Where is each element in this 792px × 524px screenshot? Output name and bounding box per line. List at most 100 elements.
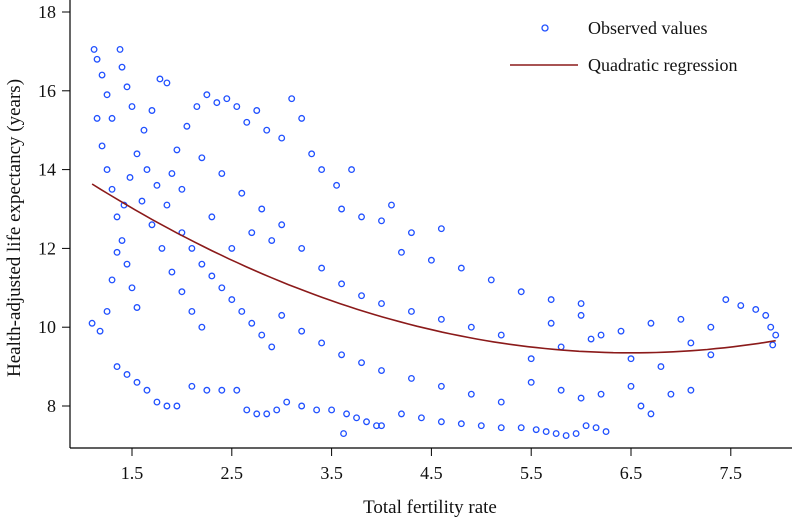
data-point <box>258 331 266 339</box>
data-point <box>108 276 116 284</box>
data-point <box>98 142 106 150</box>
data-point <box>283 398 291 406</box>
data-point <box>637 402 645 410</box>
y-ticks: 8 10 12 14 16 18 <box>38 2 70 416</box>
x-tick-label: 6.5 <box>620 463 643 483</box>
data-point <box>398 410 405 418</box>
data-point <box>278 221 286 229</box>
data-point <box>657 363 665 371</box>
data-point <box>183 122 191 130</box>
x-ticks: 1.5 2.5 3.5 4.5 5.5 6.5 7.5 <box>121 448 742 483</box>
data-point <box>243 118 251 126</box>
data-point <box>93 55 101 63</box>
data-point <box>467 323 475 331</box>
y-axis-label: Health-adjusted life expectancy (years) <box>4 79 25 377</box>
data-point <box>168 170 176 177</box>
data-point <box>587 335 595 343</box>
data-point <box>113 363 121 371</box>
y-tick-label: 16 <box>38 81 56 101</box>
y-tick-label: 14 <box>38 160 56 180</box>
data-point <box>707 351 715 359</box>
data-point <box>168 268 176 276</box>
data-point <box>103 307 111 315</box>
data-point <box>577 394 585 402</box>
data-point <box>762 311 770 319</box>
data-point <box>96 327 104 335</box>
data-point <box>153 181 161 189</box>
data-point <box>298 244 306 252</box>
data-point <box>338 280 346 288</box>
data-point <box>278 134 286 142</box>
data-point <box>268 237 276 244</box>
data-point <box>253 410 261 418</box>
data-point <box>273 406 281 414</box>
data-point <box>328 406 336 414</box>
data-point <box>178 288 186 296</box>
data-point <box>687 339 695 347</box>
legend-marker-observed <box>541 24 549 32</box>
data-point <box>417 414 425 422</box>
data-point <box>597 331 605 339</box>
data-point <box>769 341 777 349</box>
data-point <box>592 424 600 432</box>
data-point <box>497 331 505 339</box>
data-point <box>228 296 236 304</box>
data-point <box>722 296 730 304</box>
observed-points <box>88 45 780 439</box>
x-tick-label: 7.5 <box>720 463 743 483</box>
data-point <box>338 205 346 213</box>
data-point <box>333 181 341 189</box>
data-point <box>178 185 186 193</box>
data-point <box>163 201 171 209</box>
data-point <box>123 260 131 268</box>
legend-label-regression: Quadratic regression <box>588 55 737 75</box>
data-point <box>163 402 171 410</box>
data-point <box>557 343 565 351</box>
data-point <box>313 406 321 414</box>
data-point <box>532 426 540 434</box>
data-point <box>198 260 206 268</box>
data-point <box>188 244 196 252</box>
data-point <box>208 272 216 280</box>
data-point <box>378 422 385 430</box>
data-point <box>477 422 485 430</box>
data-point <box>128 284 136 292</box>
data-point <box>577 300 585 308</box>
data-point <box>263 126 271 134</box>
data-point <box>457 420 465 428</box>
data-point <box>647 319 655 327</box>
data-point <box>562 432 570 439</box>
data-point <box>253 107 261 114</box>
data-point <box>218 170 226 177</box>
data-point <box>497 398 505 406</box>
data-point <box>108 114 116 122</box>
data-point <box>188 307 196 315</box>
data-point <box>497 424 505 432</box>
x-tick-label: 5.5 <box>520 463 543 483</box>
y-tick-label: 12 <box>38 238 56 258</box>
data-point <box>437 418 445 426</box>
data-point <box>198 323 206 331</box>
data-point <box>278 311 286 319</box>
data-point <box>116 45 124 53</box>
data-point <box>358 292 365 300</box>
data-point <box>752 306 760 313</box>
data-point <box>427 256 435 264</box>
data-point <box>228 244 236 252</box>
data-point <box>163 79 171 87</box>
x-tick-label: 4.5 <box>420 463 443 483</box>
data-point <box>547 296 555 304</box>
data-point <box>113 248 121 256</box>
data-point <box>108 185 116 193</box>
data-point <box>103 91 111 99</box>
y-tick-label: 8 <box>47 396 56 416</box>
x-tick-label: 3.5 <box>320 463 343 483</box>
data-point <box>140 126 148 134</box>
data-point <box>437 225 445 233</box>
data-point <box>457 264 465 272</box>
data-point <box>223 95 231 103</box>
data-point <box>298 114 306 122</box>
data-point <box>133 378 141 386</box>
data-point <box>572 430 580 438</box>
